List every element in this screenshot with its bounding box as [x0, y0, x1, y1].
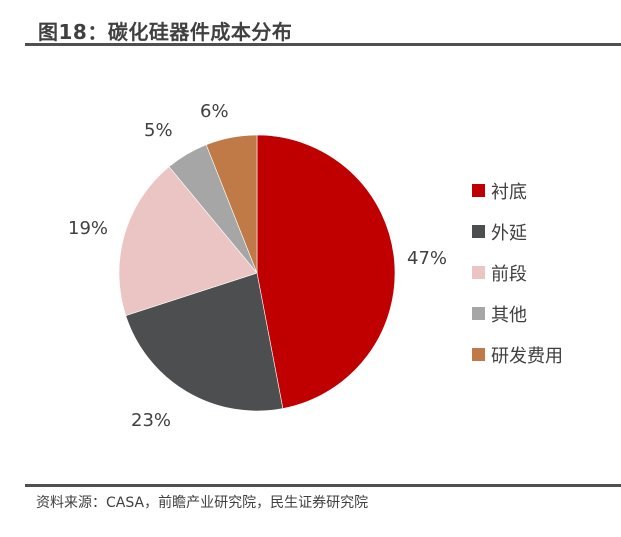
source-note: 资料来源：CASA，前瞻产业研究院，民生证券研究院: [36, 495, 369, 511]
chart-title: 图18：碳化硅器件成本分布: [38, 20, 293, 44]
legend-item-other: 其他: [472, 293, 563, 334]
legend-item-epitaxy: 外延: [472, 211, 563, 252]
legend: 衬底 外延 前段 其他 研发费用: [472, 170, 563, 375]
data-label-epitaxy: 23%: [131, 410, 172, 431]
slice-epitaxy: [125, 272, 284, 412]
legend-item-front-end: 前段: [472, 252, 563, 293]
slice-front-end: [118, 166, 258, 317]
legend-swatch: [472, 184, 485, 197]
title-divider: [25, 43, 621, 46]
data-label-front-end: 19%: [68, 218, 109, 239]
legend-swatch: [472, 307, 485, 320]
legend-swatch: [472, 225, 485, 238]
legend-item-substrate: 衬底: [472, 170, 563, 211]
slice-substrate: [256, 134, 396, 409]
slice-rd: [205, 134, 258, 274]
legend-swatch: [472, 348, 485, 361]
footer-divider: [25, 484, 621, 487]
legend-swatch: [472, 266, 485, 279]
data-label-substrate: 47%: [407, 248, 448, 269]
data-label-rd: 6%: [200, 101, 229, 122]
legend-item-rd: 研发费用: [472, 334, 563, 375]
data-label-other: 5%: [144, 120, 173, 141]
